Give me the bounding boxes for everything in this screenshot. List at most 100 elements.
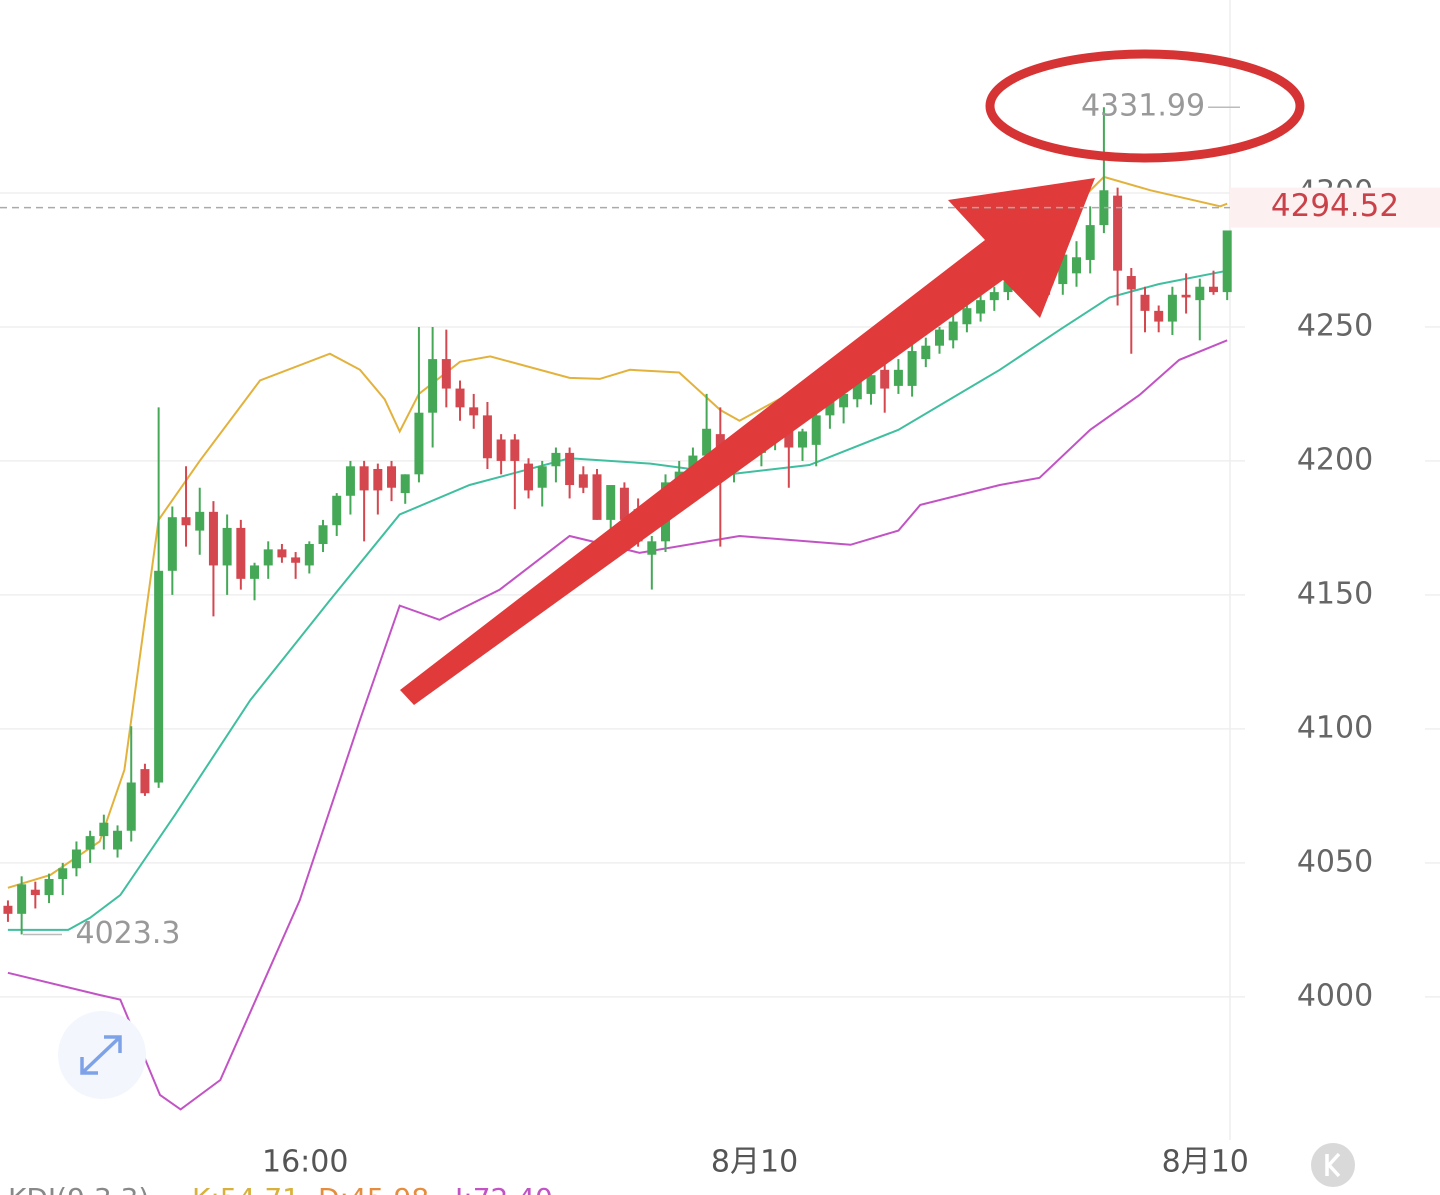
indicator-legend: KDJ(9,3,3) K:54.71 D:45.98 J:72.40 <box>8 1182 553 1195</box>
candle-body <box>44 878 54 896</box>
candle-body <box>428 359 438 413</box>
candle-body <box>852 380 862 400</box>
candle-body <box>1195 286 1205 301</box>
candle-body <box>935 329 945 346</box>
candle-body <box>866 375 876 394</box>
candle-body <box>71 849 81 869</box>
x-axis: 16:00 8月10 8月10 <box>262 1145 1249 1180</box>
y-tick-label: 4250 <box>1297 308 1373 343</box>
candle-body <box>140 769 150 794</box>
candle-body <box>113 830 123 850</box>
candle-body <box>58 868 68 879</box>
candle-body <box>181 517 191 526</box>
candle-body <box>688 455 698 472</box>
candle-body <box>647 541 657 555</box>
expand-button[interactable] <box>58 1011 146 1099</box>
candle-body <box>1099 190 1109 226</box>
candle-body <box>222 527 232 566</box>
last-price-text: 4294.52 <box>1271 188 1399 224</box>
candle-body <box>798 431 808 448</box>
price-label: 4294.52 <box>0 187 1440 228</box>
candle-body <box>537 466 547 488</box>
candle-body <box>1113 195 1123 271</box>
y-axis: 4000405041004150420042504300 <box>1297 174 1373 1013</box>
arrow-annotation <box>400 49 1305 705</box>
candle-body <box>126 782 136 831</box>
candle-body <box>619 487 629 520</box>
candle-body <box>387 466 397 488</box>
candle-body <box>154 570 164 783</box>
candle-body <box>510 439 520 461</box>
candle-body <box>250 565 260 579</box>
candle-body <box>332 495 342 526</box>
candle-body <box>318 525 328 545</box>
candle-body <box>825 399 835 416</box>
candle-body <box>1126 276 1136 290</box>
candle-body <box>195 511 205 531</box>
candle-body <box>1208 286 1218 293</box>
indicator-j: J:72.40 <box>453 1182 553 1195</box>
candle-body <box>606 485 616 520</box>
candle-body <box>1003 281 1013 293</box>
candle-body <box>893 369 903 386</box>
candle-body <box>359 466 369 491</box>
x-tick-label: 8月10 <box>1162 1145 1249 1180</box>
candle-body <box>3 905 13 914</box>
candle-body <box>1154 310 1164 322</box>
candle-body <box>496 439 506 461</box>
candle-body <box>414 412 424 475</box>
candle-body <box>1071 257 1081 274</box>
candle-body <box>345 466 355 496</box>
candle-body <box>291 557 301 563</box>
annotations: 4331.99 4023.3 <box>23 89 1240 951</box>
candle-body <box>948 321 958 341</box>
candle-body <box>976 300 986 314</box>
candle-body <box>1140 294 1150 311</box>
band-line <box>7 269 1228 931</box>
max-label: 4331.99 <box>1081 89 1205 124</box>
band-line <box>7 339 1228 1111</box>
candle-body <box>441 359 451 389</box>
candle-body <box>30 889 40 896</box>
candle-body <box>167 517 177 571</box>
grid <box>0 192 1440 998</box>
candles <box>3 107 1232 935</box>
candle-body <box>921 345 931 360</box>
candle-body <box>263 549 273 566</box>
last-price-box <box>1230 187 1440 228</box>
candle-body <box>99 822 109 837</box>
candle-body <box>1222 230 1232 293</box>
candle-body <box>373 468 383 491</box>
candle-body <box>236 527 246 579</box>
y-tick-label: 4000 <box>1297 978 1373 1013</box>
candle-body <box>85 836 95 850</box>
candle-body <box>839 393 849 408</box>
candle-body <box>907 351 917 386</box>
y-tick-label: 4100 <box>1297 710 1373 745</box>
indicator-k: K:54.71 <box>192 1182 300 1195</box>
min-label: 4023.3 <box>76 916 181 951</box>
candle-body <box>1167 294 1177 322</box>
y-tick-label: 4150 <box>1297 576 1373 611</box>
indicator-name: KDJ(9,3,3) <box>8 1182 149 1195</box>
candle-body <box>1085 225 1095 260</box>
candle-body <box>455 388 465 408</box>
candle-body <box>1181 294 1191 298</box>
candle-body <box>304 544 314 566</box>
bollinger-lines <box>7 175 1228 1111</box>
candle-body <box>469 407 479 416</box>
candle-body <box>702 428 712 456</box>
candle-body <box>277 549 287 558</box>
candle-body <box>1058 254 1068 285</box>
candle-body <box>482 415 492 459</box>
candle-body <box>962 308 972 325</box>
x-tick-label: 8月10 <box>711 1145 798 1180</box>
k-button[interactable] <box>1311 1143 1355 1187</box>
candle-body <box>880 369 890 389</box>
y-tick-label: 4050 <box>1297 844 1373 879</box>
candle-body <box>208 511 218 566</box>
candle-body <box>592 474 602 520</box>
indicator-d: D:45.98 <box>318 1182 429 1195</box>
